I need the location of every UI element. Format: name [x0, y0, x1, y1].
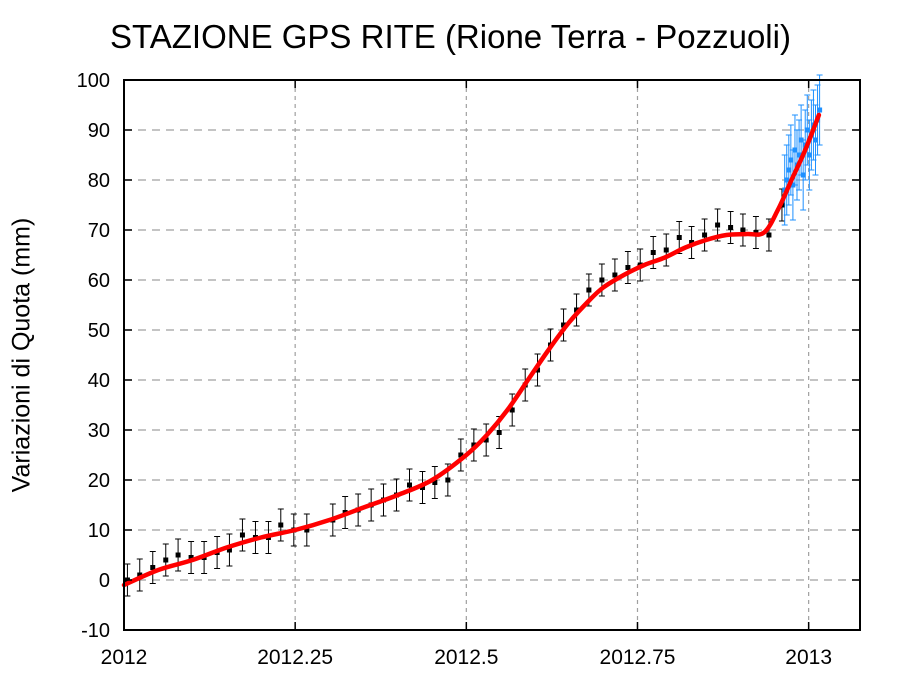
x-tick-label: 2012.75: [600, 646, 676, 669]
data-point: [663, 247, 669, 253]
data-point: [625, 265, 631, 270]
data-point: [817, 107, 823, 113]
tick-labels: -10 0 10 20 30 40 50 60 70 80 90 100 2012 2012.25 2012…: [77, 70, 832, 669]
y-tick-label: 90: [88, 120, 110, 142]
data-point: [561, 322, 567, 328]
x-tick-label: 2012.5: [434, 646, 498, 669]
data-point: [715, 222, 721, 228]
data-point: [804, 127, 810, 133]
data-point: [458, 452, 464, 458]
data-point: [483, 437, 489, 443]
data-point: [800, 172, 806, 178]
fit-curve: [121, 112, 822, 588]
data-point: [432, 480, 438, 485]
data-point: [689, 240, 695, 245]
y-tick-label: 30: [88, 420, 110, 442]
data-point: [509, 407, 515, 413]
data-point: [586, 287, 592, 293]
data-point: [784, 177, 790, 183]
data-point: [612, 272, 618, 278]
x-tick-label: 2013: [785, 646, 832, 669]
y-tick-label: 70: [88, 220, 110, 242]
grid-lines: [124, 80, 860, 630]
y-tick-label: 10: [88, 520, 110, 542]
data-point: [806, 152, 812, 158]
data-point: [728, 225, 734, 230]
y-tick-label: -10: [81, 620, 110, 642]
y-tick-label: 100: [77, 70, 110, 92]
data-point: [766, 232, 772, 238]
data-point: [278, 522, 284, 528]
data-points: [124, 107, 823, 583]
x-tick-label: 2012.25: [257, 646, 333, 669]
data-point: [788, 157, 794, 163]
data-point: [796, 152, 802, 158]
data-point: [702, 232, 708, 238]
data-point: [786, 167, 792, 173]
y-tick-label: 0: [99, 570, 110, 592]
data-point: [137, 572, 143, 578]
data-point: [574, 307, 580, 313]
data-point: [406, 482, 412, 488]
y-tick-label: 50: [88, 320, 110, 342]
data-point: [226, 547, 232, 553]
data-point: [188, 555, 194, 560]
data-point: [599, 277, 605, 283]
data-point: [496, 430, 502, 435]
data-point: [175, 552, 181, 558]
error-bars: [124, 74, 823, 597]
data-point: [471, 442, 477, 448]
data-point: [304, 527, 310, 533]
data-point: [650, 250, 656, 255]
data-point: [740, 227, 746, 233]
data-point: [676, 235, 682, 240]
data-point: [239, 532, 245, 538]
x-tick-label: 2012: [101, 646, 148, 669]
data-point: [420, 485, 426, 490]
data-point: [163, 557, 169, 563]
plot-frame: [123, 79, 861, 631]
axes: [123, 79, 861, 631]
data-point: [792, 147, 798, 153]
data-point: [812, 137, 818, 143]
chart-title: STAZIONE GPS RITE (Rione Terra - Pozzuol…: [110, 18, 791, 55]
data-point: [535, 367, 541, 373]
data-point: [150, 565, 156, 570]
y-tick-label: 40: [88, 370, 110, 392]
data-point: [798, 137, 804, 143]
data-point: [445, 477, 451, 483]
data-point: [790, 182, 796, 188]
y-tick-label: 80: [88, 170, 110, 192]
fit-curve-group: [121, 112, 822, 588]
y-tick-label: 60: [88, 270, 110, 292]
y-tick-label: 20: [88, 470, 110, 492]
